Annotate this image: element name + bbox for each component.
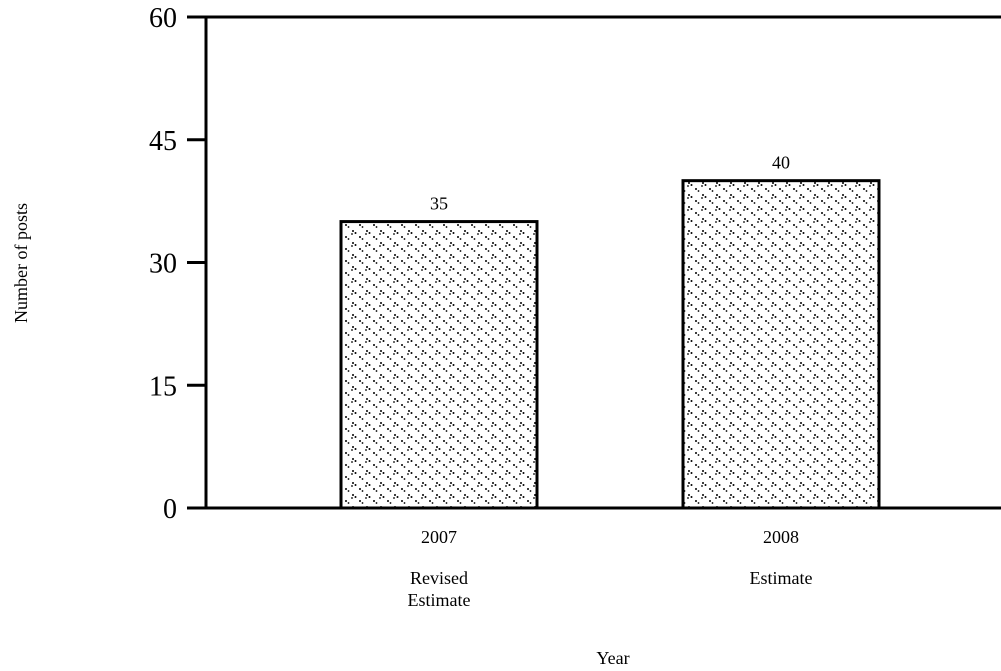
bar-2008 [681,179,881,510]
bar-2007 [339,220,539,510]
x-tick-label: 2008 [763,527,799,547]
y-axis-title: Number of posts [11,203,31,323]
bars-group: 35 40 [339,153,881,510]
y-tick-label: 15 [149,371,177,402]
x-tick-sublabel: Estimate [750,568,813,588]
y-tick-label: 60 [149,3,177,34]
x-tick-sublabel: Estimate [408,590,471,610]
x-tick-label: 2007 [421,527,457,547]
bar-data-label: 35 [430,194,448,214]
y-axis-ticks: 0 15 30 45 60 [149,3,206,525]
x-tick-sublabel: Revised [410,568,468,588]
bar-data-label: 40 [772,153,790,173]
y-tick-label: 0 [163,494,177,525]
x-axis-title: Year [596,648,629,668]
y-tick-label: 30 [149,249,177,280]
y-tick-label: 45 [149,126,177,157]
